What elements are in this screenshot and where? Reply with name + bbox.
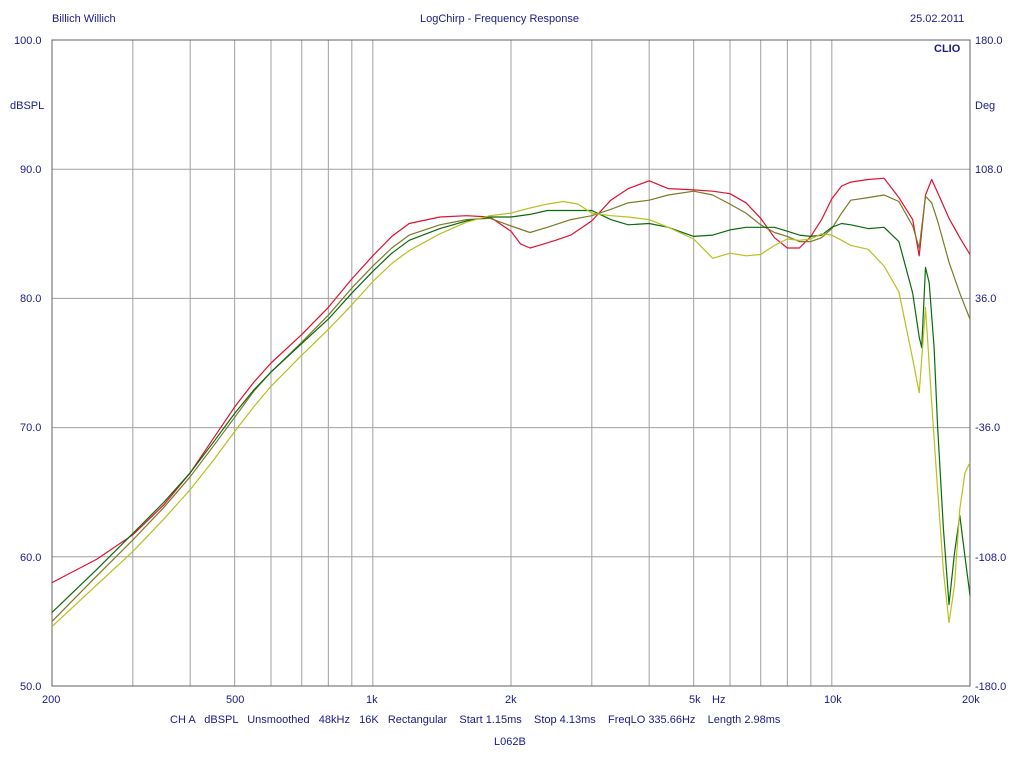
y-tick-label: 60.0 bbox=[20, 552, 42, 564]
x-tick-label: 5k bbox=[689, 694, 701, 706]
y2-tick-label: -36.0 bbox=[975, 422, 1001, 434]
plot-frame bbox=[51, 39, 971, 687]
y-tick-label: 90.0 bbox=[20, 164, 42, 176]
y2-tick-label: 36.0 bbox=[975, 293, 997, 305]
x-tick-label: 20k bbox=[962, 694, 980, 706]
right-axis-unit: Deg bbox=[975, 100, 996, 112]
x-tick-label: 10k bbox=[824, 694, 842, 706]
response-curve bbox=[51, 200, 971, 628]
y-tick-label: 70.0 bbox=[20, 422, 42, 434]
chart-title: LogChirp - Frequency Response bbox=[420, 13, 579, 25]
header-left-label: Billich Willich bbox=[52, 13, 116, 25]
response-curve bbox=[51, 177, 971, 584]
y2-tick-label: 108.0 bbox=[975, 164, 1003, 176]
y2-tick-label: -108.0 bbox=[975, 552, 1007, 564]
x-tick-label: 200 bbox=[42, 694, 61, 706]
y-tick-label: 80.0 bbox=[20, 293, 42, 305]
x-tick-label: 500 bbox=[226, 694, 245, 706]
y-tick-label: 100.0 bbox=[14, 35, 42, 47]
y2-tick-label: 180.0 bbox=[975, 35, 1003, 47]
measurement-settings: CH A dBSPL Unsmoothed 48kHz 16K Rectangu… bbox=[170, 714, 781, 726]
measurement-name: L062B bbox=[494, 736, 526, 748]
header-date: 25.02.2011 bbox=[910, 13, 965, 25]
x-axis-unit: Hz bbox=[712, 694, 726, 706]
left-axis-unit: dBSPL bbox=[10, 100, 45, 112]
y2-tick-label: -180.0 bbox=[975, 681, 1007, 693]
x-tick-label: 2k bbox=[505, 694, 517, 706]
response-curve bbox=[51, 209, 971, 613]
brand-label: CLIO bbox=[934, 43, 961, 55]
y-tick-label: 50.0 bbox=[20, 681, 42, 693]
x-tick-label: 1k bbox=[366, 694, 378, 706]
